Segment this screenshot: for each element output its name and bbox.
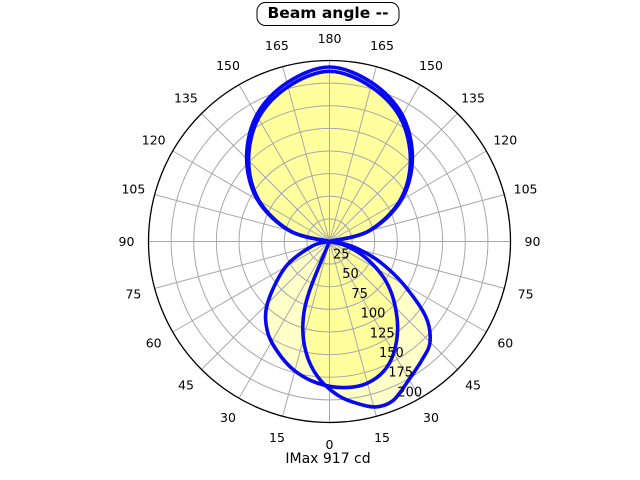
beam-curve-lower-teardrop	[300, 239, 433, 409]
angle-tick-label: 165	[265, 38, 289, 53]
angle-tick-label: 105	[121, 181, 145, 196]
radial-tick-label: 50	[342, 267, 359, 282]
grid-spoke	[238, 241, 330, 399]
angle-tick-label: 30	[423, 410, 439, 425]
chart-title: Beam angle --	[256, 2, 400, 26]
angle-tick-label: 120	[142, 133, 166, 148]
grid-spoke	[329, 241, 377, 417]
radial-tick-label: 25	[333, 248, 350, 263]
grid-spoke	[329, 66, 377, 242]
angle-tick-label: 90	[525, 234, 541, 249]
angle-tick-label: 30	[220, 410, 236, 425]
angle-tick-label: 15	[269, 430, 285, 445]
beam-curve-upper-2	[244, 65, 415, 244]
angle-tick-label: 60	[146, 336, 162, 351]
grid-spoke	[172, 241, 330, 333]
angle-tick-label: 60	[497, 336, 513, 351]
angle-tick-label: 0	[326, 437, 334, 452]
grid-spoke	[329, 150, 487, 242]
grid-spoke	[201, 113, 330, 242]
outer-circle	[147, 59, 512, 424]
radial-tick-label: 200	[397, 385, 422, 400]
radial-tick-label: 125	[370, 326, 395, 341]
grid-spoke	[238, 84, 330, 242]
angle-tick-label: 75	[125, 287, 141, 302]
angle-tick-label: 150	[216, 58, 240, 73]
imax-label: IMax 917 cd	[285, 451, 371, 467]
radial-tick-label: 150	[379, 346, 404, 361]
beam-fill-lower-oval	[265, 241, 398, 388]
angle-tick-label: 180	[318, 31, 342, 46]
angle-tick-label: 135	[174, 90, 198, 105]
angle-tick-label: 45	[178, 378, 194, 393]
angle-tick-label: 165	[370, 38, 394, 53]
grid-spoke	[154, 241, 330, 289]
angle-tick-label: 15	[374, 430, 390, 445]
grid-spoke	[282, 241, 330, 417]
grid-spoke	[282, 66, 330, 242]
grid-spoke	[329, 84, 421, 242]
beam-curve-lower-oval	[263, 239, 400, 390]
angle-tick-label: 90	[119, 234, 135, 249]
grid-spoke	[329, 241, 487, 333]
angle-tick-label: 45	[465, 378, 481, 393]
angle-tick-label: 135	[461, 90, 485, 105]
grid-spoke	[329, 241, 421, 399]
angle-tick-label: 120	[493, 133, 517, 148]
radial-tick-label: 100	[361, 307, 386, 322]
angle-tick-label: 105	[514, 181, 538, 196]
radial-tick-label: 175	[388, 366, 413, 381]
angle-tick-label: 75	[518, 287, 534, 302]
radial-tick-label: 75	[351, 287, 368, 302]
angle-tick-label: 150	[419, 58, 443, 73]
grid-spoke	[329, 113, 458, 242]
grid-spoke	[172, 150, 330, 242]
